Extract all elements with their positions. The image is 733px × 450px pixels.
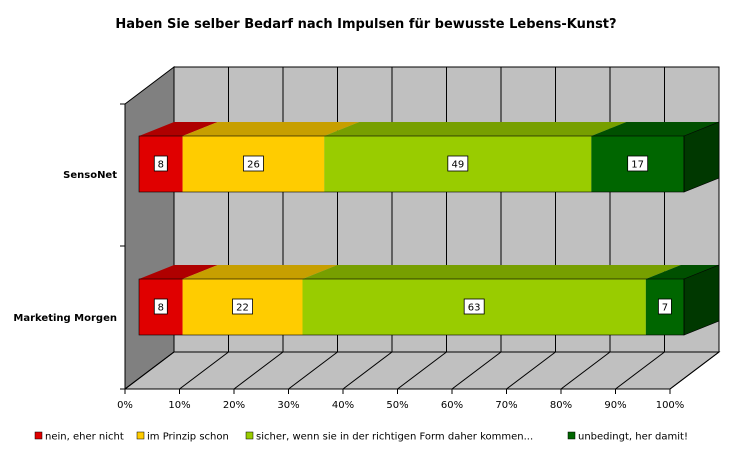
x-tick-label: 90%: [604, 400, 626, 411]
x-tick-label: 10%: [168, 400, 190, 411]
data-labels: 8 26 49 17 8 22 63 7: [153, 155, 672, 315]
x-tick-label: 40%: [332, 400, 354, 411]
bar-outline: [138, 135, 685, 193]
data-label-box: [463, 298, 485, 315]
floor-gridline: [506, 351, 556, 390]
legend-label: sicher, wenn sie in der richtigen Form d…: [256, 432, 533, 443]
bar-outline: [138, 278, 685, 336]
floor-gridline: [615, 351, 665, 390]
floor-gridline: [124, 351, 175, 390]
bar-top: [324, 122, 627, 136]
x-tick-label: 70%: [495, 400, 517, 411]
data-label: 17: [631, 160, 644, 171]
floor-gridline: [451, 351, 502, 390]
bar-top: [182, 265, 338, 279]
legend: nein, eher nicht im Prinzip schon sicher, …: [34, 431, 688, 443]
data-label-box: [658, 298, 672, 315]
chart-walls: [123, 65, 721, 391]
floor-gridline: [397, 351, 447, 390]
x-tick-label: 100%: [656, 400, 685, 411]
x-tick-label: 0%: [117, 400, 133, 411]
data-label-box: [153, 155, 168, 172]
floor-gridline: [669, 351, 720, 390]
floor-gridline: [233, 351, 284, 390]
bar-top: [591, 122, 719, 136]
floor-gridline: [560, 351, 611, 390]
data-label: 8: [158, 160, 164, 171]
data-label: 63: [468, 303, 481, 314]
legend-swatch: [136, 431, 145, 440]
data-label: 26: [247, 160, 260, 171]
bar-top: [182, 122, 360, 136]
floor-gridline: [179, 351, 229, 390]
data-label-box: [153, 298, 168, 315]
category-label: Marketing Morgen: [13, 313, 117, 324]
data-label: 8: [158, 303, 164, 314]
data-label-box: [232, 298, 253, 315]
x-tick-label: 80%: [550, 400, 572, 411]
floor-gridline: [342, 351, 393, 390]
legend-label: im Prinzip schon: [147, 432, 229, 443]
legend-label: unbedingt, her damit!: [578, 432, 688, 443]
bar-top: [302, 265, 681, 279]
bar-top: [139, 265, 218, 279]
data-label: 7: [662, 303, 668, 314]
x-tick-label: 50%: [386, 400, 408, 411]
data-label-box: [243, 155, 264, 172]
data-label-box: [447, 155, 469, 172]
data-label: 49: [451, 160, 464, 171]
legend-swatch: [567, 431, 576, 440]
axes: SensoNet Marketing Morgen 0% 10% 20% 30% 40% 50…: [13, 103, 685, 411]
side-wall: [124, 65, 175, 391]
legend-swatch: [245, 431, 254, 440]
category-label: SensoNet: [63, 170, 117, 181]
data-label: 22: [236, 303, 249, 314]
chart-title: Haben Sie selber Bedarf nach Impulsen fü…: [115, 17, 616, 32]
x-tick-label: 30%: [277, 400, 299, 411]
bar-top: [645, 265, 719, 279]
legend-swatch: [34, 431, 43, 440]
x-tick-label: 60%: [441, 400, 463, 411]
legend-label: nein, eher nicht: [45, 432, 124, 443]
bar-top: [139, 122, 218, 136]
data-label-box: [627, 155, 649, 172]
x-tick-label: 20%: [223, 400, 245, 411]
floor-gridline: [288, 351, 338, 390]
